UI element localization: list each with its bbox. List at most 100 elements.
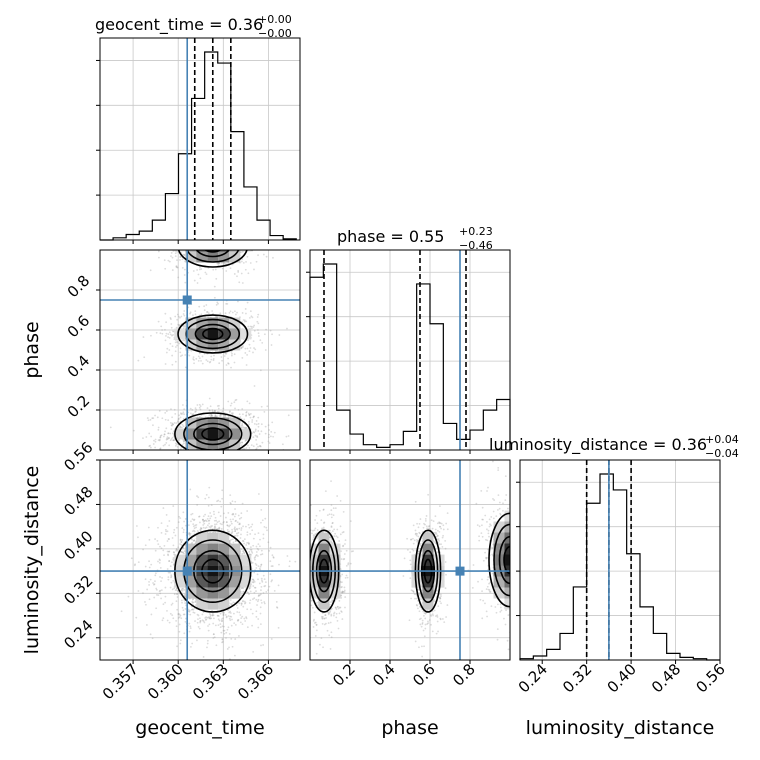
sample-point bbox=[216, 614, 219, 617]
sample-point bbox=[258, 230, 260, 232]
sample-point bbox=[308, 610, 310, 612]
sample-point bbox=[258, 582, 261, 585]
sample-point bbox=[210, 414, 213, 417]
sample-point bbox=[201, 403, 204, 406]
sample-point bbox=[256, 436, 259, 439]
sample-point bbox=[330, 513, 333, 516]
sample-point bbox=[303, 511, 305, 513]
sample-point bbox=[172, 466, 174, 468]
sample-point bbox=[245, 237, 247, 239]
sample-point bbox=[200, 246, 202, 248]
sample-point bbox=[205, 236, 207, 238]
sample-point bbox=[250, 450, 252, 452]
sample-point bbox=[257, 594, 260, 597]
sample-point bbox=[305, 552, 307, 554]
sample-point bbox=[229, 267, 232, 270]
sample-point bbox=[243, 542, 245, 545]
sample-point bbox=[211, 310, 214, 312]
sample-point bbox=[224, 414, 227, 417]
sample-point bbox=[207, 629, 210, 632]
sample-point bbox=[142, 336, 145, 338]
sample-point bbox=[225, 270, 228, 272]
sample-point bbox=[312, 619, 315, 622]
sample-point bbox=[243, 552, 246, 555]
sample-point bbox=[231, 603, 233, 605]
sample-point bbox=[241, 426, 244, 429]
sample-point bbox=[281, 443, 284, 446]
sample-point bbox=[254, 663, 256, 665]
sample-point bbox=[202, 457, 204, 459]
sample-point bbox=[249, 228, 251, 230]
sample-point bbox=[164, 528, 167, 531]
sample-point bbox=[179, 453, 181, 455]
sample-point bbox=[252, 416, 255, 419]
sample-point bbox=[198, 357, 201, 360]
sample-point bbox=[169, 342, 172, 345]
sample-point bbox=[171, 436, 174, 439]
sample-point bbox=[240, 230, 242, 232]
sample-point bbox=[217, 618, 220, 621]
sample-point bbox=[248, 551, 251, 553]
sample-point bbox=[234, 508, 236, 510]
sample-point bbox=[192, 356, 195, 359]
sample-point bbox=[171, 602, 174, 605]
sample-point bbox=[188, 532, 191, 534]
sample-point bbox=[250, 525, 253, 528]
sample-point bbox=[211, 246, 213, 248]
sample-point bbox=[268, 585, 271, 588]
sample-point bbox=[246, 608, 249, 611]
sample-point bbox=[223, 629, 226, 632]
sample-point bbox=[198, 268, 201, 271]
sample-point bbox=[214, 268, 217, 271]
sample-point bbox=[218, 526, 221, 529]
sample-point bbox=[183, 408, 186, 411]
sample-point bbox=[229, 310, 232, 313]
sample-point bbox=[156, 539, 159, 542]
sample-point bbox=[189, 247, 191, 249]
sample-point bbox=[192, 270, 195, 272]
sample-point bbox=[183, 324, 185, 327]
sample-point bbox=[200, 235, 202, 237]
sample-point bbox=[221, 497, 224, 500]
sample-point bbox=[204, 452, 206, 454]
density-cell bbox=[196, 328, 208, 340]
sample-point bbox=[184, 237, 186, 239]
sample-point bbox=[200, 268, 203, 270]
sample-point bbox=[145, 436, 148, 438]
sample-point bbox=[261, 579, 263, 582]
sample-point bbox=[190, 412, 192, 415]
sample-point bbox=[187, 608, 190, 611]
sample-point bbox=[196, 244, 198, 246]
sample-point bbox=[260, 602, 263, 604]
sample-point bbox=[190, 222, 192, 224]
sample-point bbox=[225, 233, 227, 235]
sample-point bbox=[171, 334, 173, 337]
sample-point bbox=[202, 229, 204, 231]
sample-point bbox=[206, 221, 208, 223]
sample-point bbox=[336, 605, 339, 608]
sample-point bbox=[166, 530, 169, 533]
sample-point bbox=[167, 463, 169, 465]
sample-point bbox=[240, 617, 243, 619]
sample-point bbox=[137, 359, 140, 362]
sample-point bbox=[144, 603, 147, 606]
sample-point bbox=[164, 595, 167, 598]
sample-point bbox=[153, 583, 156, 585]
sample-point bbox=[144, 578, 147, 581]
sample-point bbox=[342, 558, 345, 561]
sample-point bbox=[213, 527, 216, 530]
sample-point bbox=[306, 634, 308, 636]
sample-point bbox=[248, 587, 251, 590]
sample-point bbox=[199, 526, 202, 529]
sample-point bbox=[207, 455, 209, 457]
sample-point bbox=[196, 530, 199, 532]
sample-point bbox=[264, 425, 267, 428]
density-cell bbox=[240, 328, 252, 340]
sample-point bbox=[241, 258, 244, 261]
sample-point bbox=[162, 444, 165, 447]
sample-point bbox=[222, 611, 225, 614]
density-cell bbox=[174, 428, 186, 440]
sample-point bbox=[172, 334, 174, 336]
sample-point bbox=[250, 315, 253, 318]
sample-point bbox=[184, 602, 187, 604]
